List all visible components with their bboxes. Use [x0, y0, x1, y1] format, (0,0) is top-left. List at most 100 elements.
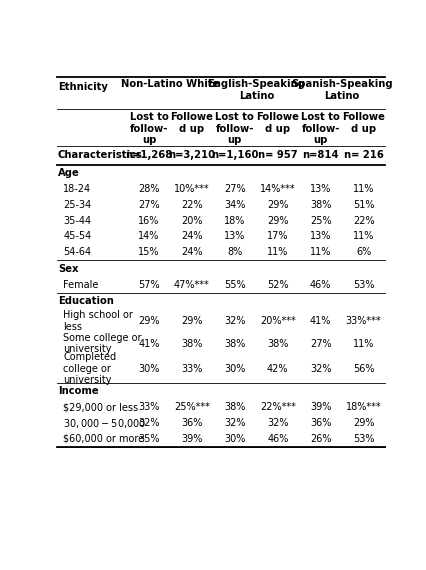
Text: 38%: 38%: [267, 339, 288, 349]
Text: 33%: 33%: [181, 364, 203, 374]
Text: Completed
college or
university: Completed college or university: [63, 352, 116, 385]
Text: 38%: 38%: [310, 200, 331, 210]
Text: 29%: 29%: [138, 316, 160, 326]
Text: 32%: 32%: [310, 364, 331, 374]
Text: 28%: 28%: [138, 184, 160, 194]
Text: Lost to
follow-
up: Lost to follow- up: [130, 112, 168, 145]
Text: 55%: 55%: [224, 280, 246, 290]
Text: n=814: n=814: [302, 150, 339, 160]
Text: n= 957: n= 957: [258, 150, 298, 160]
Text: 52%: 52%: [267, 280, 288, 290]
Text: 27%: 27%: [224, 184, 246, 194]
Text: Characteristics: Characteristics: [58, 150, 143, 160]
Text: 41%: 41%: [310, 316, 331, 326]
Text: 57%: 57%: [138, 280, 160, 290]
Text: 51%: 51%: [353, 200, 374, 210]
Text: 25%***: 25%***: [174, 402, 210, 412]
Text: $60,000 or more: $60,000 or more: [63, 434, 144, 444]
Text: 18%: 18%: [224, 215, 245, 226]
Text: 13%: 13%: [224, 231, 245, 242]
Text: 30%: 30%: [138, 364, 160, 374]
Text: 26%: 26%: [310, 434, 331, 444]
Text: 35%: 35%: [138, 434, 160, 444]
Text: 29%: 29%: [353, 418, 374, 428]
Text: 11%: 11%: [353, 184, 374, 194]
Text: 11%: 11%: [353, 339, 374, 349]
Text: 18%***: 18%***: [346, 402, 381, 412]
Text: 42%: 42%: [267, 364, 288, 374]
Text: 47%***: 47%***: [174, 280, 210, 290]
Text: English-Speaking
Latino: English-Speaking Latino: [207, 79, 305, 101]
Text: 10%***: 10%***: [174, 184, 210, 194]
Text: 54-64: 54-64: [63, 247, 91, 257]
Text: 22%: 22%: [181, 200, 203, 210]
Text: 46%: 46%: [310, 280, 331, 290]
Text: 33%: 33%: [138, 402, 160, 412]
Text: 29%: 29%: [181, 316, 203, 326]
Text: $30,000-$50,000: $30,000-$50,000: [63, 417, 147, 430]
Text: 46%: 46%: [267, 434, 288, 444]
Text: 20%***: 20%***: [260, 316, 296, 326]
Text: Ethnicity: Ethnicity: [58, 82, 108, 92]
Text: 6%: 6%: [356, 247, 371, 257]
Text: Sex: Sex: [58, 263, 79, 274]
Text: Age: Age: [58, 168, 80, 178]
Text: 29%: 29%: [267, 215, 288, 226]
Text: 36%: 36%: [181, 418, 203, 428]
Text: 38%: 38%: [224, 402, 245, 412]
Text: n=1,160: n=1,160: [211, 150, 259, 160]
Text: 39%: 39%: [310, 402, 331, 412]
Text: 20%: 20%: [181, 215, 203, 226]
Text: Female: Female: [63, 280, 98, 290]
Text: 11%: 11%: [310, 247, 331, 257]
Text: 34%: 34%: [224, 200, 245, 210]
Text: Followe
d up: Followe d up: [170, 112, 213, 134]
Text: n=3,210: n=3,210: [168, 150, 216, 160]
Text: Followe
d up: Followe d up: [342, 112, 385, 134]
Text: 24%: 24%: [181, 231, 203, 242]
Text: 53%: 53%: [353, 280, 374, 290]
Text: 27%: 27%: [310, 339, 331, 349]
Text: 32%: 32%: [224, 418, 245, 428]
Text: 29%: 29%: [267, 200, 288, 210]
Text: 30%: 30%: [224, 434, 245, 444]
Text: 56%: 56%: [353, 364, 374, 374]
Text: 33%***: 33%***: [346, 316, 381, 326]
Text: 8%: 8%: [227, 247, 242, 257]
Text: 39%: 39%: [181, 434, 203, 444]
Text: 11%: 11%: [353, 231, 374, 242]
Text: n=1,268: n=1,268: [125, 150, 173, 160]
Text: Lost to
follow-
up: Lost to follow- up: [301, 112, 340, 145]
Text: 38%: 38%: [181, 339, 203, 349]
Text: 41%: 41%: [138, 339, 160, 349]
Text: Spanish-Speaking
Latino: Spanish-Speaking Latino: [291, 79, 393, 101]
Text: Some college or
university: Some college or university: [63, 333, 142, 355]
Text: 35-44: 35-44: [63, 215, 91, 226]
Text: 38%: 38%: [224, 339, 245, 349]
Text: 30%: 30%: [224, 364, 245, 374]
Text: 13%: 13%: [310, 184, 331, 194]
Text: 18-24: 18-24: [63, 184, 91, 194]
Text: Non-Latino White: Non-Latino White: [121, 79, 219, 89]
Text: 17%: 17%: [267, 231, 288, 242]
Text: 32%: 32%: [224, 316, 245, 326]
Text: 14%***: 14%***: [260, 184, 296, 194]
Text: 15%: 15%: [138, 247, 160, 257]
Text: 32%: 32%: [138, 418, 160, 428]
Text: Education: Education: [58, 296, 114, 306]
Text: 14%: 14%: [138, 231, 160, 242]
Text: n= 216: n= 216: [344, 150, 383, 160]
Text: 36%: 36%: [310, 418, 331, 428]
Text: 45-54: 45-54: [63, 231, 92, 242]
Text: 22%***: 22%***: [260, 402, 296, 412]
Text: Lost to
follow-
up: Lost to follow- up: [216, 112, 254, 145]
Text: 24%: 24%: [181, 247, 203, 257]
Text: 22%: 22%: [353, 215, 374, 226]
Text: 25%: 25%: [310, 215, 331, 226]
Text: Income: Income: [58, 386, 99, 396]
Text: 16%: 16%: [138, 215, 160, 226]
Text: 53%: 53%: [353, 434, 374, 444]
Text: Followe
d up: Followe d up: [256, 112, 299, 134]
Text: High school or
less: High school or less: [63, 310, 133, 332]
Text: $29,000 or less: $29,000 or less: [63, 402, 138, 412]
